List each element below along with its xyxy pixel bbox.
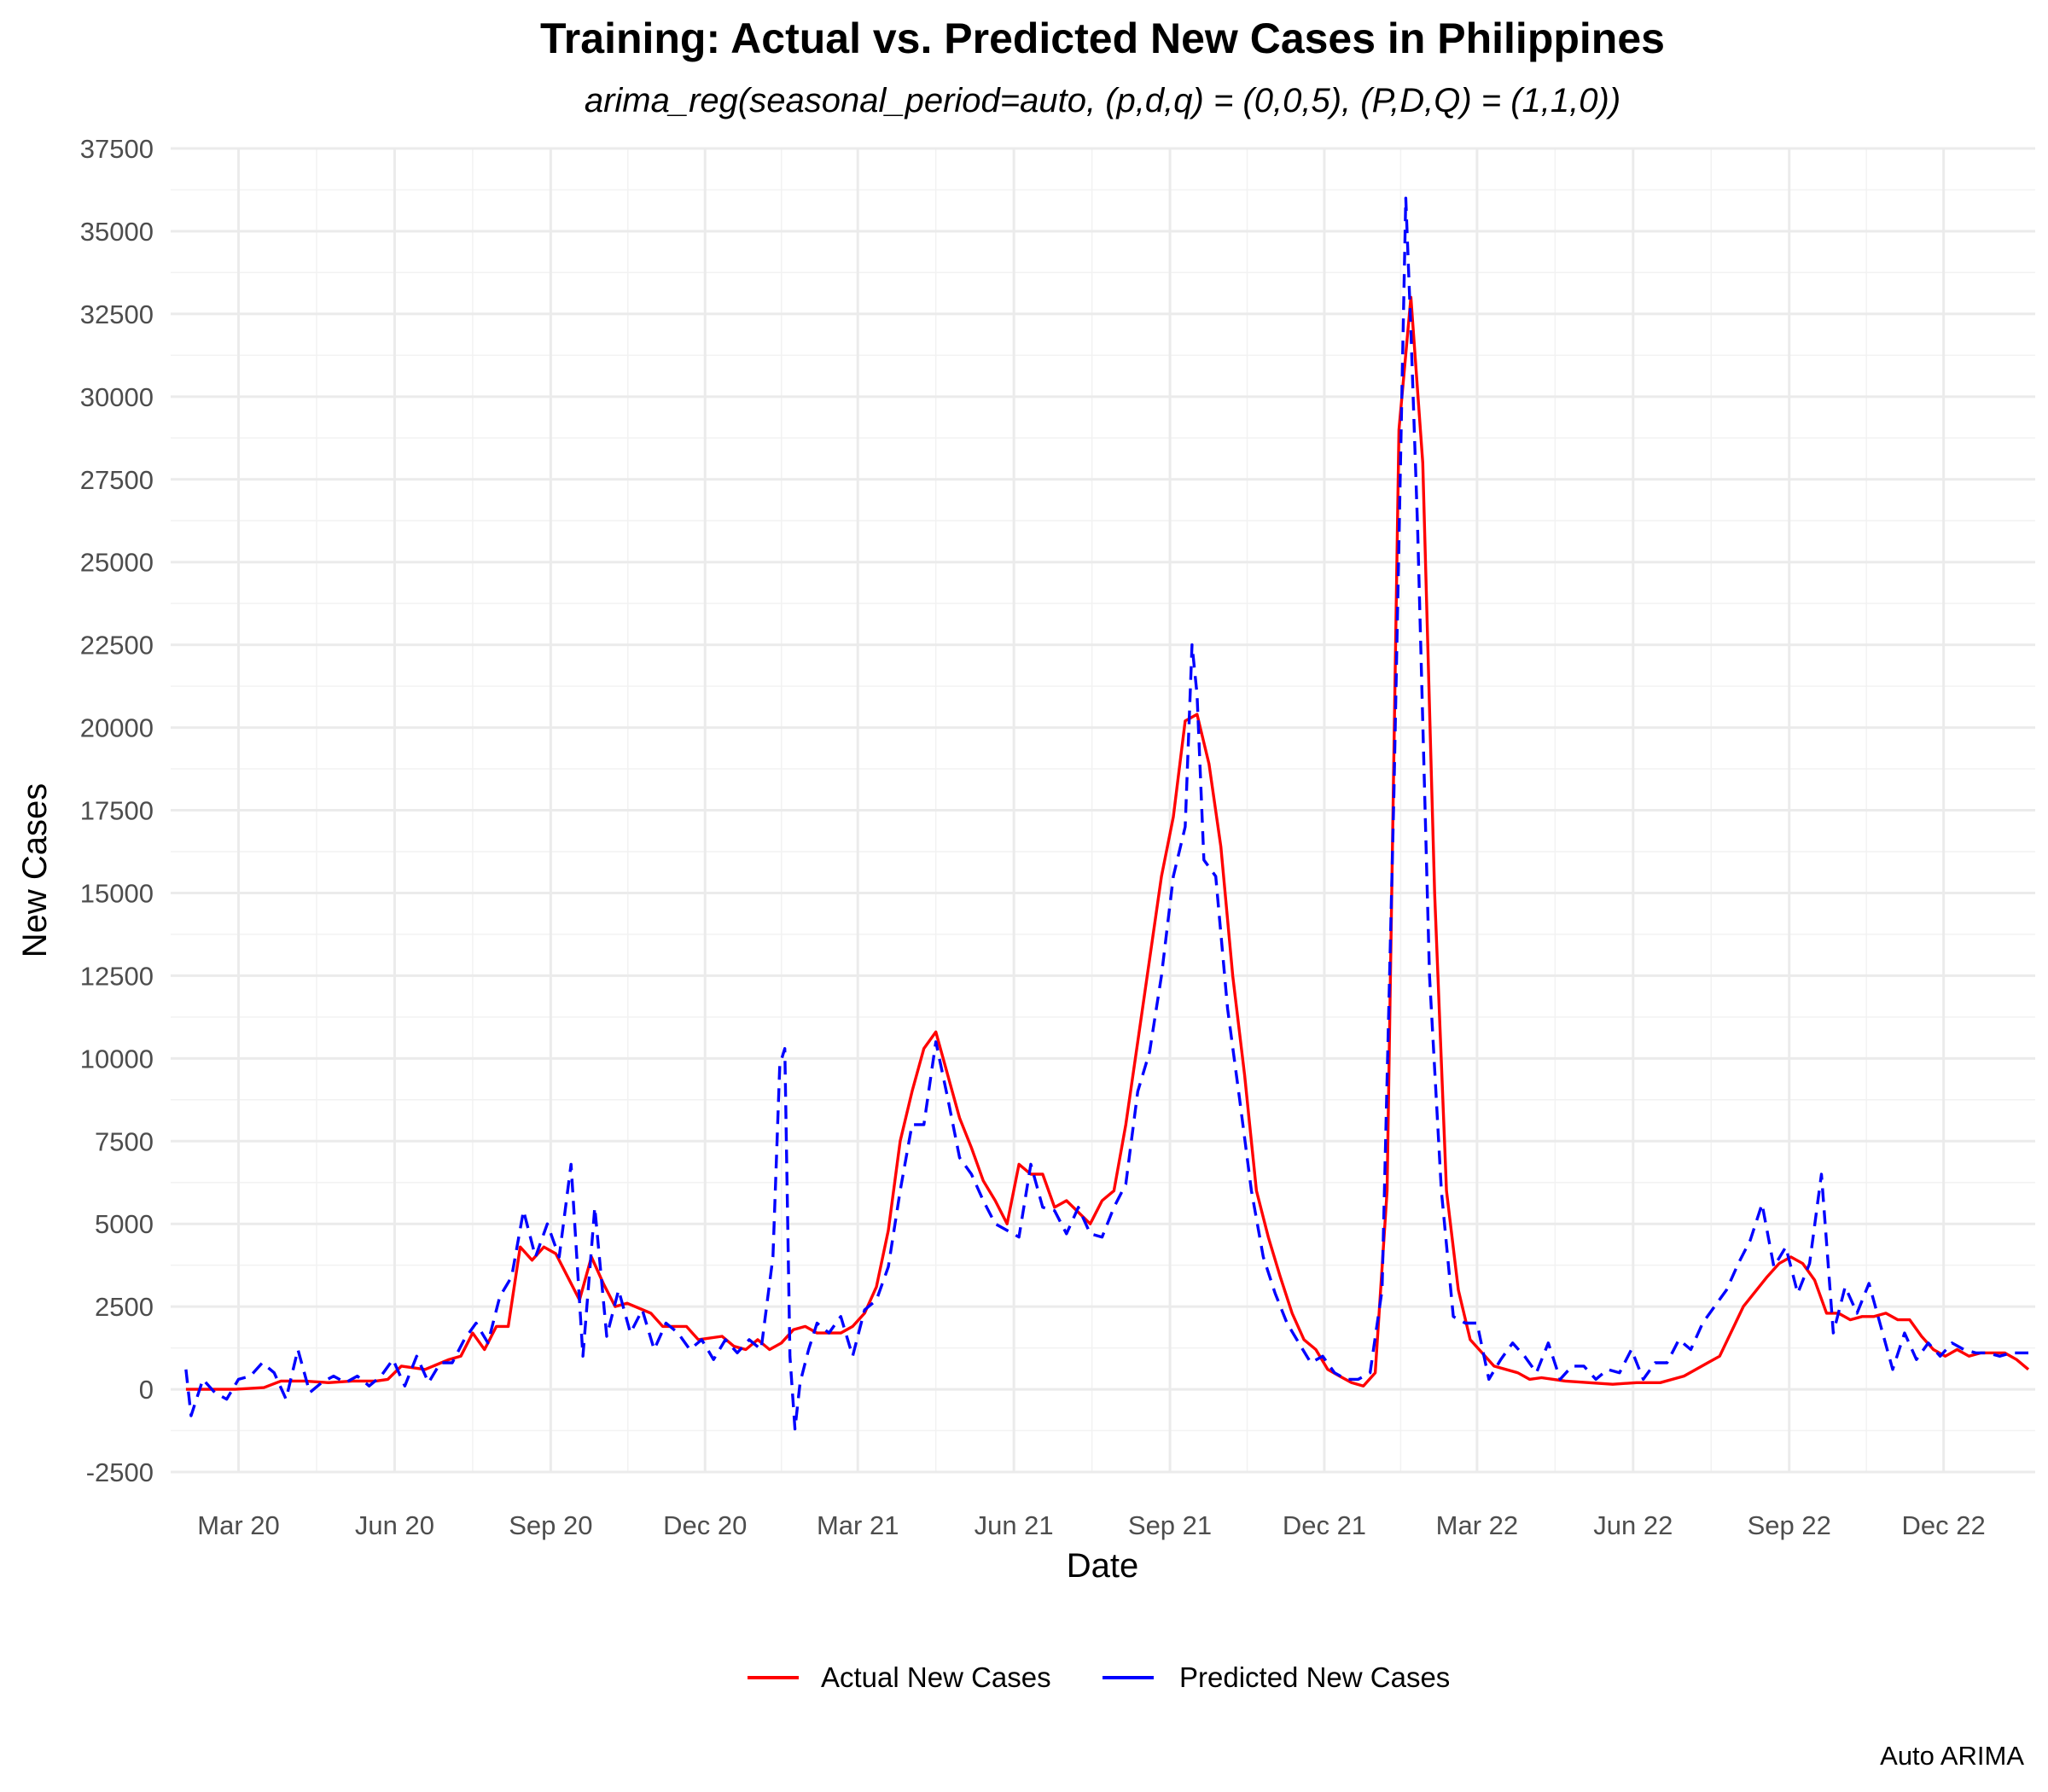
x-tick-label: Sep 21 <box>1128 1510 1212 1540</box>
x-tick-label: Jun 21 <box>975 1510 1054 1540</box>
x-tick-label: Mar 21 <box>817 1510 899 1540</box>
y-tick-label: 5000 <box>95 1209 154 1239</box>
y-tick-label: 20000 <box>80 713 154 743</box>
x-tick-label: Sep 20 <box>509 1510 592 1540</box>
y-tick-label: 27500 <box>80 465 154 495</box>
x-tick-label: Dec 22 <box>1902 1510 1986 1540</box>
x-axis-title: Date <box>1067 1547 1139 1585</box>
x-tick-label: Mar 20 <box>197 1510 279 1540</box>
y-tick-labels: -2500 0 2500 5000 7500 10000 12500 15000 17500 20… <box>80 134 154 1487</box>
y-tick-label: 15000 <box>80 878 154 908</box>
y-tick-label: 12500 <box>80 961 154 991</box>
legend-label-predicted: Predicted New Cases <box>1179 1661 1450 1693</box>
x-tick-label: Mar 22 <box>1436 1510 1518 1540</box>
y-tick-label: 2500 <box>95 1292 154 1322</box>
y-tick-label: 30000 <box>80 382 154 412</box>
chart-caption: Auto ARIMA <box>1880 1741 2024 1771</box>
y-tick-label: 37500 <box>80 134 154 164</box>
y-tick-label: 7500 <box>95 1126 154 1156</box>
y-tick-label: -2500 <box>86 1457 154 1487</box>
y-axis-title: New Cases <box>16 783 54 958</box>
legend-label-actual: Actual New Cases <box>821 1661 1051 1693</box>
x-tick-label: Jun 22 <box>1593 1510 1673 1540</box>
y-tick-label: 22500 <box>80 631 154 660</box>
x-tick-label: Dec 21 <box>1283 1510 1366 1540</box>
predicted-series-line <box>184 196 2028 1431</box>
x-tick-label: Dec 20 <box>663 1510 747 1540</box>
y-tick-label: 32500 <box>80 300 154 329</box>
y-tick-label: 35000 <box>80 217 154 247</box>
legend: Actual New Cases Predicted New Cases <box>748 1661 1450 1693</box>
x-tick-label: Jun 20 <box>355 1510 434 1540</box>
chart-subtitle: arima_reg(seasonal_period=auto, (p,d,q) … <box>585 82 1620 119</box>
y-tick-label: 25000 <box>80 548 154 578</box>
actual-series-line <box>185 295 2030 1391</box>
x-tick-labels: Mar 20 Jun 20 Sep 20 Dec 20 Mar 21 Jun 21 Sep … <box>197 1510 1985 1540</box>
x-tick-label: Sep 22 <box>1748 1510 1831 1540</box>
y-tick-label: 0 <box>139 1375 154 1405</box>
series-layer <box>184 196 2030 1431</box>
y-tick-label: 17500 <box>80 796 154 826</box>
grid-layer <box>171 147 2035 1474</box>
chart-title: Training: Actual vs. Predicted New Cases… <box>540 15 1665 62</box>
y-tick-label: 10000 <box>80 1044 154 1073</box>
